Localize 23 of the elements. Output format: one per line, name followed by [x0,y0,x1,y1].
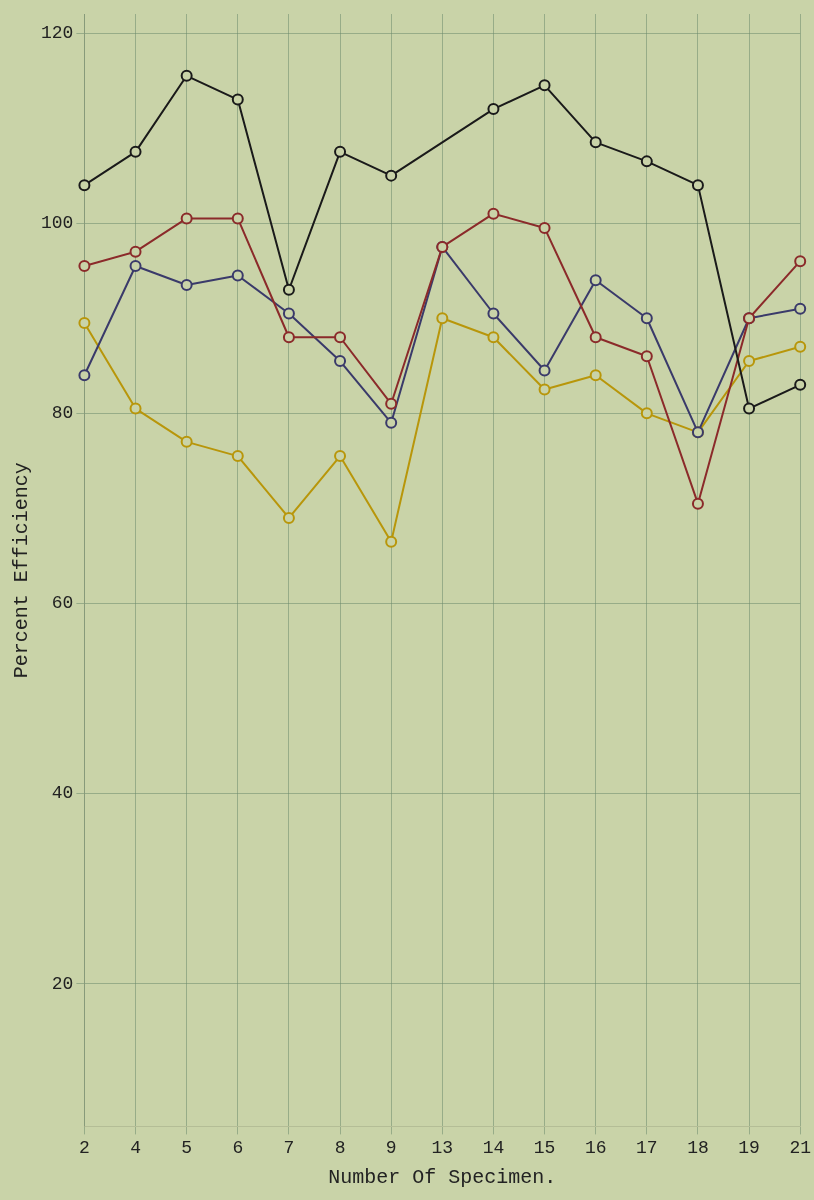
x-tick-label: 6 [232,1137,244,1158]
x-tick-label: 9 [385,1137,397,1158]
x-tick-label: 18 [687,1137,709,1158]
x-tick-label: 17 [636,1137,658,1158]
x-tick-label: 15 [533,1137,556,1158]
x-tick-label: 19 [738,1137,760,1158]
x-tick-label: 8 [334,1137,346,1158]
y-tick-label: 20 [51,973,74,994]
x-tick-label: 5 [181,1137,193,1158]
y-axis-title: Percent Efficiency [10,462,34,679]
x-tick-label: 7 [283,1137,295,1158]
x-tick-label: 14 [482,1137,505,1158]
x-tick-label: 16 [584,1137,607,1158]
y-tick-label: 100 [41,212,74,233]
y-tick-label: 80 [51,403,74,424]
x-tick-label: 2 [79,1137,90,1158]
y-tick-label: 60 [51,593,74,614]
x-tick-label: 13 [431,1137,454,1158]
x-tick-label: 21 [789,1137,811,1158]
x-tick-label: 4 [130,1137,141,1158]
y-tick-label: 120 [41,22,74,43]
y-tick-label: 40 [51,783,74,804]
x-axis-title: Number Of Specimen. [328,1166,557,1190]
